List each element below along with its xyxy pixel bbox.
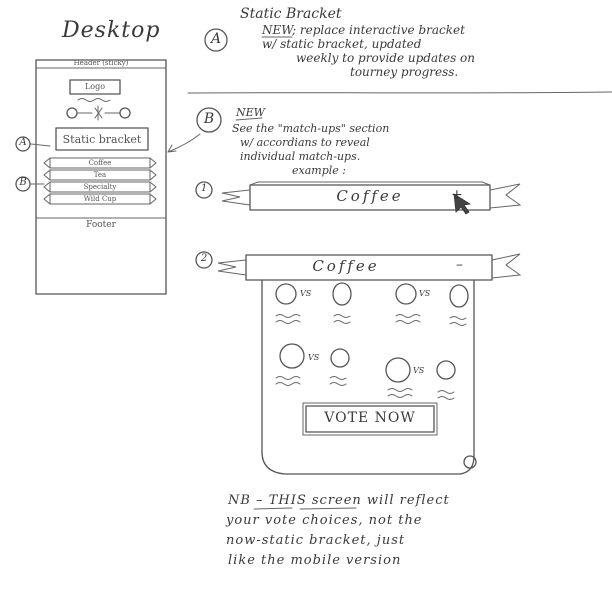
example-2-banner-label: Coffee: [312, 257, 380, 275]
footnote-line-4: like the mobile version: [228, 553, 402, 568]
example-2-number: 2: [200, 253, 208, 264]
ex1-banner-shape: [249, 184, 491, 211]
example-1-banner-label: Coffee: [336, 187, 404, 205]
section-b-new: NEW: [236, 106, 265, 119]
wf-static-bracket-label: Static bracket: [62, 133, 142, 146]
footnote-line-2: your vote choices, not the: [226, 513, 423, 528]
wf-category-wild-cup: Wild Cup: [83, 195, 117, 203]
left-marker-a: A: [19, 137, 27, 148]
wf-category-banners: [43, 157, 157, 205]
footnote-line-1: NB – THIS screen will reflect: [228, 493, 450, 508]
cursor-arrow-icon: [453, 193, 472, 215]
wf-header-label: Header (sticky): [73, 59, 129, 67]
vs-label: VS: [300, 289, 312, 298]
example-1-number: 1: [200, 183, 208, 194]
section-a-line-2: w/ static bracket, updated: [262, 37, 422, 51]
wf-logo-label: Logo: [84, 82, 106, 91]
section-b-line-1: See the "match-ups" section: [232, 122, 390, 135]
vote-now-button[interactable]: VOTE NOW: [324, 410, 416, 426]
section-a-line-3: weekly to provide updates on: [296, 51, 475, 65]
footnote-line-3: now-static bracket, just: [226, 533, 406, 548]
example-1-expand-toggle[interactable]: +: [451, 187, 463, 203]
wf-category-coffee: Coffee: [88, 159, 112, 167]
vs-label: VS: [419, 289, 431, 298]
section-a-line-4: tourney progress.: [350, 65, 459, 79]
wf-static-bracket-box: [55, 127, 149, 151]
vote-now-box: [305, 405, 435, 433]
example-2-collapse-toggle[interactable]: –: [456, 257, 463, 273]
vs-label: VS: [413, 366, 425, 375]
wf-category-specialty: Specialty: [83, 183, 117, 191]
ex2-banner-shape: [245, 254, 493, 281]
accordion-panel: [261, 279, 475, 475]
wf-logo-box: [69, 79, 121, 95]
section-a-new: NEW: [262, 23, 294, 37]
section-a-title: Static Bracket: [240, 6, 342, 22]
section-a-line-1: ; replace interactive bracket: [292, 23, 465, 37]
wireframe-frame: [35, 59, 167, 295]
section-b-marker: B: [203, 111, 215, 127]
left-marker-b: B: [19, 177, 27, 188]
wf-category-tea: Tea: [93, 171, 107, 179]
wf-footer-label: Footer: [86, 220, 116, 230]
section-divider: [187, 91, 612, 94]
section-b-line-2: w/ accordians to reveal: [240, 136, 370, 149]
section-a-marker: A: [210, 31, 222, 47]
section-b-example-label: example :: [292, 164, 346, 177]
vs-label: VS: [308, 353, 320, 362]
desktop-title: Desktop: [62, 18, 161, 43]
section-b-line-3: individual match-ups.: [240, 150, 361, 163]
